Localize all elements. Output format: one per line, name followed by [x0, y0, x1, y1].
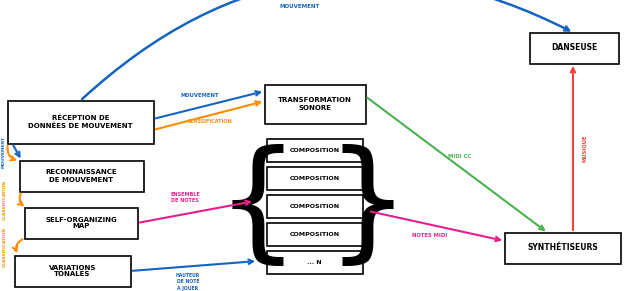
Text: COMPOSITION: COMPOSITION	[290, 175, 340, 180]
FancyArrowPatch shape	[156, 101, 260, 129]
Text: COMPOSITION: COMPOSITION	[290, 232, 340, 237]
FancyArrowPatch shape	[133, 260, 253, 271]
FancyArrowPatch shape	[18, 194, 23, 205]
FancyArrowPatch shape	[156, 91, 260, 118]
Text: HAUTEUR
DE NOTE
À JOUER: HAUTEUR DE NOTE À JOUER	[176, 273, 200, 291]
Text: COMPOSITION: COMPOSITION	[290, 203, 340, 208]
FancyBboxPatch shape	[529, 33, 619, 63]
Text: DANSEUSE: DANSEUSE	[551, 43, 597, 52]
Text: NOTES MIDI: NOTES MIDI	[413, 233, 448, 238]
Text: MUSIQUE: MUSIQUE	[582, 134, 587, 162]
Text: }: }	[326, 143, 410, 271]
FancyArrowPatch shape	[13, 239, 23, 251]
FancyArrowPatch shape	[82, 0, 569, 99]
Text: CLASSIFICATION: CLASSIFICATION	[188, 119, 232, 124]
Text: TRANSFORMATION
SONORE: TRANSFORMATION SONORE	[278, 97, 352, 111]
Text: MOUVEMENT: MOUVEMENT	[2, 136, 6, 168]
FancyBboxPatch shape	[266, 139, 362, 162]
FancyBboxPatch shape	[266, 166, 362, 189]
Text: MIDI CC: MIDI CC	[448, 153, 471, 159]
FancyArrowPatch shape	[367, 98, 544, 230]
Text: SELF-ORGANIZING
MAP: SELF-ORGANIZING MAP	[45, 217, 117, 230]
Text: VARIATIONS
TONALES: VARIATIONS TONALES	[49, 265, 96, 278]
FancyBboxPatch shape	[266, 194, 362, 217]
Text: COMPOSITION: COMPOSITION	[290, 148, 340, 152]
FancyBboxPatch shape	[504, 233, 620, 263]
FancyBboxPatch shape	[14, 255, 131, 287]
FancyArrowPatch shape	[371, 212, 500, 241]
Text: SYNTHÉTISEURS: SYNTHÉTISEURS	[527, 244, 598, 253]
Text: MOUVEMENT: MOUVEMENT	[181, 93, 219, 98]
Text: CLASSIFICATION: CLASSIFICATION	[3, 227, 7, 267]
Text: RÉCEPTION DE
DONNÉES DE MOUVEMENT: RÉCEPTION DE DONNÉES DE MOUVEMENT	[28, 115, 133, 129]
FancyBboxPatch shape	[266, 251, 362, 274]
Text: ENSEMBLE
DE NOTES: ENSEMBLE DE NOTES	[170, 192, 200, 203]
Text: CLASSIFICATION: CLASSIFICATION	[3, 180, 7, 220]
FancyBboxPatch shape	[264, 84, 365, 123]
FancyArrowPatch shape	[140, 200, 250, 223]
FancyBboxPatch shape	[19, 161, 144, 191]
Text: RECONNAISSANCE
DE MOUVEMENT: RECONNAISSANCE DE MOUVEMENT	[46, 169, 117, 182]
FancyArrowPatch shape	[13, 146, 19, 157]
FancyBboxPatch shape	[24, 207, 138, 239]
Text: {: {	[216, 143, 300, 271]
Text: ... N: ... N	[307, 260, 322, 265]
FancyBboxPatch shape	[8, 100, 153, 143]
FancyArrowPatch shape	[8, 146, 15, 160]
FancyArrowPatch shape	[571, 68, 575, 230]
Text: MOUVEMENT: MOUVEMENT	[280, 4, 320, 9]
FancyBboxPatch shape	[266, 223, 362, 246]
